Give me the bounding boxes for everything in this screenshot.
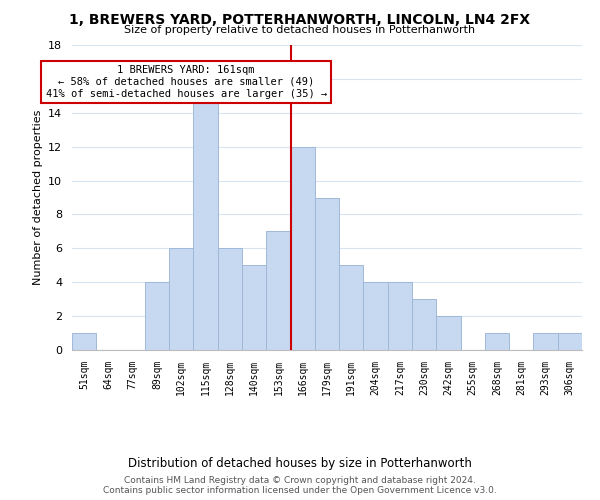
Bar: [193, 96, 218, 350]
Bar: [169, 248, 193, 350]
Bar: [436, 316, 461, 350]
Bar: [558, 333, 582, 350]
Bar: [145, 282, 169, 350]
Bar: [364, 282, 388, 350]
Bar: [290, 146, 315, 350]
Bar: [266, 232, 290, 350]
Bar: [72, 333, 96, 350]
Bar: [315, 198, 339, 350]
Bar: [339, 266, 364, 350]
Bar: [388, 282, 412, 350]
Y-axis label: Number of detached properties: Number of detached properties: [32, 110, 43, 285]
Text: 1 BREWERS YARD: 161sqm
← 58% of detached houses are smaller (49)
41% of semi-det: 1 BREWERS YARD: 161sqm ← 58% of detached…: [46, 66, 327, 98]
Bar: [218, 248, 242, 350]
Text: Contains HM Land Registry data © Crown copyright and database right 2024.
Contai: Contains HM Land Registry data © Crown c…: [103, 476, 497, 495]
Bar: [412, 299, 436, 350]
Text: 1, BREWERS YARD, POTTERHANWORTH, LINCOLN, LN4 2FX: 1, BREWERS YARD, POTTERHANWORTH, LINCOLN…: [70, 12, 530, 26]
Bar: [485, 333, 509, 350]
Text: Size of property relative to detached houses in Potterhanworth: Size of property relative to detached ho…: [124, 25, 476, 35]
Bar: [533, 333, 558, 350]
Bar: [242, 266, 266, 350]
Text: Distribution of detached houses by size in Potterhanworth: Distribution of detached houses by size …: [128, 457, 472, 470]
